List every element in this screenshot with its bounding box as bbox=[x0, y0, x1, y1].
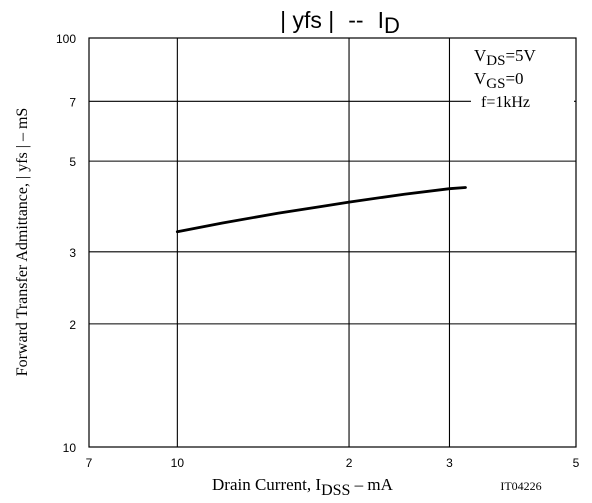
y-tick-label: 7 bbox=[69, 95, 76, 109]
series-group bbox=[175, 186, 467, 234]
x-tick-label: 3 bbox=[446, 456, 453, 470]
y-axis-label: Forward Transfer Admittance, | yfs | – m… bbox=[14, 108, 31, 377]
x-tick-labels: 7 10 2 3 5 bbox=[86, 456, 580, 470]
x-axis-label: Drain Current, IDSS – mA bbox=[212, 475, 394, 499]
x-tick-label: 5 bbox=[573, 456, 580, 470]
y-tick-label: 100 bbox=[56, 32, 76, 46]
series-line bbox=[175, 186, 467, 234]
y-tick-labels: 10 2 3 5 7 100 bbox=[56, 32, 76, 455]
plot-frame bbox=[88, 37, 577, 448]
condition-vgs: VGS=0 bbox=[474, 69, 524, 92]
conditions-box bbox=[471, 40, 574, 114]
title-right-sub: D bbox=[384, 13, 400, 38]
x-tick-label: 7 bbox=[86, 456, 93, 470]
title-sep: -- bbox=[348, 7, 363, 33]
y-tick-label: 5 bbox=[69, 155, 76, 169]
chart-title: | yfs | -- ID bbox=[280, 7, 400, 38]
figure-id: IT04226 bbox=[500, 479, 541, 493]
y-tick-label: 2 bbox=[69, 318, 76, 332]
x-tick-label: 2 bbox=[346, 456, 353, 470]
condition-freq: f=1kHz bbox=[481, 94, 530, 111]
condition-vds: VDS=5V bbox=[474, 46, 537, 69]
title-right: I bbox=[378, 7, 384, 33]
y-tick-label: 10 bbox=[63, 441, 77, 455]
title-left: | yfs | bbox=[280, 7, 334, 33]
y-tick-label: 3 bbox=[69, 246, 76, 260]
x-tick-label: 10 bbox=[171, 456, 185, 470]
